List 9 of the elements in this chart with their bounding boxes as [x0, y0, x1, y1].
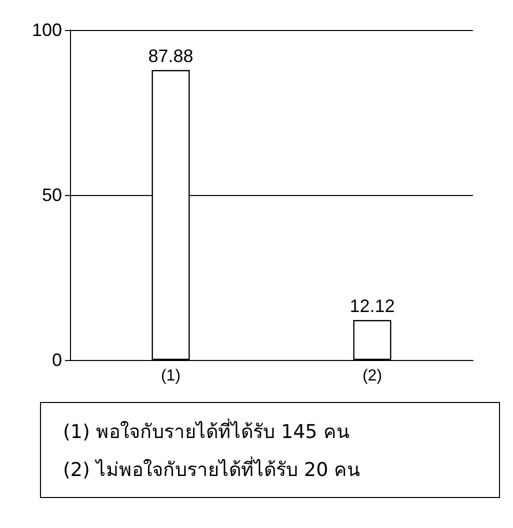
text: (1) พอใจกับรายได้ที่ได้รับ 145 คน: [62, 418, 350, 445]
x-tick-label: (1): [160, 368, 181, 384]
text: (2) ไม่พอใจกับรายได้ที่ได้รับ 20 คน: [62, 456, 362, 483]
y-tick-label: 50: [42, 185, 62, 205]
data-label: 12.12: [350, 296, 395, 316]
y-tick-label: 0: [52, 350, 62, 370]
y-tick-label: 100: [32, 20, 62, 40]
x-tick-label: (2): [362, 368, 382, 384]
data-label: 87.88: [148, 46, 194, 66]
